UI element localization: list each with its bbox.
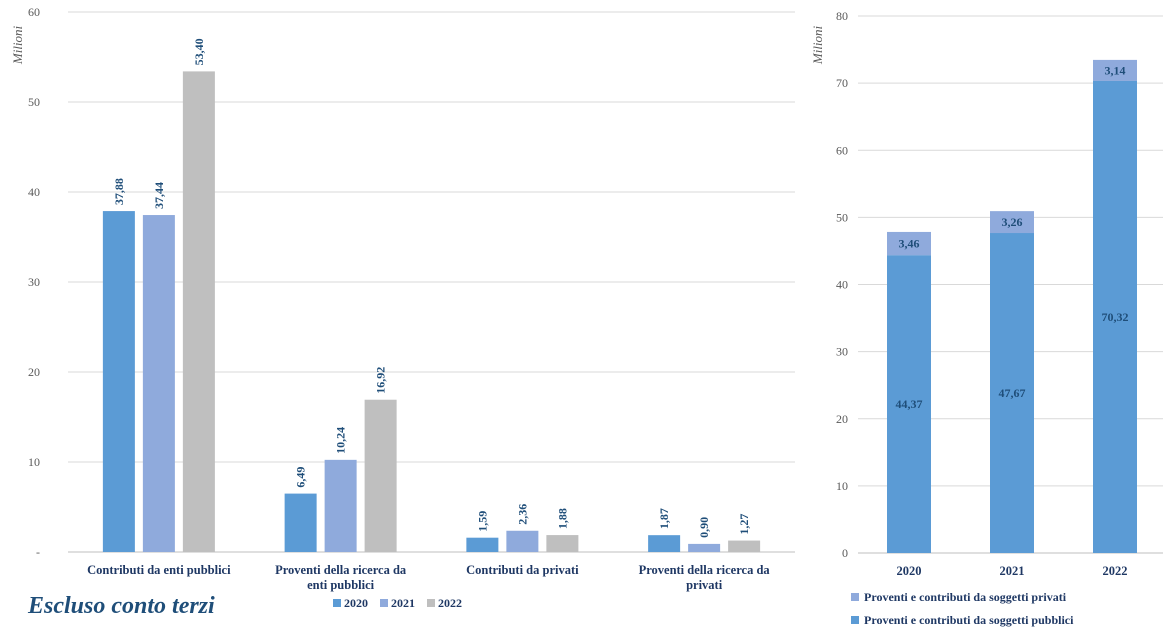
legend-item: 2022 <box>427 596 462 610</box>
y-tick-label: 30 <box>836 345 848 359</box>
y-tick-label: 80 <box>836 9 848 23</box>
bar-segment <box>1093 59 1137 81</box>
category-label: 2021 <box>1000 564 1025 578</box>
note-text: Escluso conto terzi <box>27 593 215 619</box>
data-label: 1,87 <box>657 508 671 529</box>
legend-swatch <box>333 599 341 607</box>
data-label: 70,32 <box>1102 310 1129 324</box>
data-label: 47,67 <box>999 386 1026 400</box>
y-tick-label: 20 <box>836 412 848 426</box>
data-label: 16,92 <box>374 367 388 394</box>
bar-2020 <box>102 211 135 552</box>
y-tick-label: 40 <box>28 185 40 199</box>
y-tick-label: 40 <box>836 278 848 292</box>
y-tick-label: 10 <box>28 455 40 469</box>
legend-swatch <box>427 599 435 607</box>
y-tick-label: 0 <box>842 546 848 560</box>
data-label: 53,40 <box>192 38 206 65</box>
legend-label: 2022 <box>438 596 462 610</box>
category-label: 2020 <box>897 564 922 578</box>
legend-label: Proventi e contributi da soggetti privat… <box>864 590 1067 604</box>
bar-segment <box>1093 80 1137 554</box>
y-tick-label: 70 <box>836 76 848 90</box>
y-tick-label: 30 <box>28 275 40 289</box>
data-label: 2,36 <box>515 504 529 525</box>
legend-label: 2020 <box>344 596 368 610</box>
legend-item: 2020 <box>333 596 368 610</box>
bar-2021 <box>324 459 357 552</box>
category-label: enti pubblici <box>307 578 375 592</box>
bar-2022 <box>182 71 215 553</box>
y-axis-unit-label: Milioni <box>810 25 825 65</box>
legend-swatch <box>380 599 388 607</box>
bar-2021 <box>688 543 721 552</box>
y-axis-unit-label: Milioni <box>10 25 25 65</box>
data-label: 3,46 <box>899 237 920 251</box>
legend-label: 2021 <box>391 596 415 610</box>
legend-label: Proventi e contributi da soggetti pubbli… <box>864 613 1074 627</box>
bar-2022 <box>546 535 579 552</box>
y-tick-label: 60 <box>836 143 848 157</box>
data-label: 37,88 <box>112 178 126 205</box>
bar-2020 <box>648 535 681 552</box>
y-tick-label: - <box>36 545 40 559</box>
y-tick-label: 10 <box>836 479 848 493</box>
category-label: Contributi da privati <box>466 563 579 577</box>
category-label: 2022 <box>1103 564 1128 578</box>
bar-2021 <box>506 530 539 552</box>
category-label: Contributi da enti pubblici <box>87 563 231 577</box>
data-label: 1,59 <box>475 511 489 532</box>
data-label: 1,88 <box>555 508 569 529</box>
data-label: 44,37 <box>896 397 923 411</box>
y-tick-label: 50 <box>28 95 40 109</box>
legend-swatch <box>851 593 859 601</box>
data-label: 3,26 <box>1002 215 1023 229</box>
legend-item: Proventi e contributi da soggetti pubbli… <box>851 613 1074 627</box>
category-label: Proventi della ricerca da <box>639 563 771 577</box>
bar-segment <box>990 211 1034 234</box>
data-label: 6,49 <box>294 467 308 488</box>
stacked-bar-chart: 0 10 20 30 40 50 60 70 80 Milioni 44,37 3,46 2020 47,… <box>810 9 1163 627</box>
data-label: 1,27 <box>737 514 751 535</box>
legend-item: Proventi e contributi da soggetti privat… <box>851 590 1067 604</box>
bar-2022 <box>728 540 761 552</box>
legend-swatch <box>851 616 859 624</box>
data-label: 3,14 <box>1105 63 1126 77</box>
legend-item: 2021 <box>380 596 415 610</box>
bar-2020 <box>284 493 317 552</box>
y-tick-label: 20 <box>28 365 40 379</box>
category-label: privati <box>686 578 723 592</box>
y-tick-label: 60 <box>28 5 40 19</box>
bar-2022 <box>364 399 397 552</box>
data-label: 10,24 <box>334 427 348 454</box>
data-label: 37,44 <box>152 182 166 209</box>
y-tick-label: 50 <box>836 210 848 224</box>
category-label: Proventi della ricerca da <box>275 563 407 577</box>
bar-2021 <box>142 215 175 553</box>
bar-segment <box>887 231 931 256</box>
bar-segment <box>887 255 931 553</box>
bar-2020 <box>466 537 499 552</box>
data-label: 0,90 <box>697 517 711 538</box>
bar-segment <box>990 233 1034 553</box>
